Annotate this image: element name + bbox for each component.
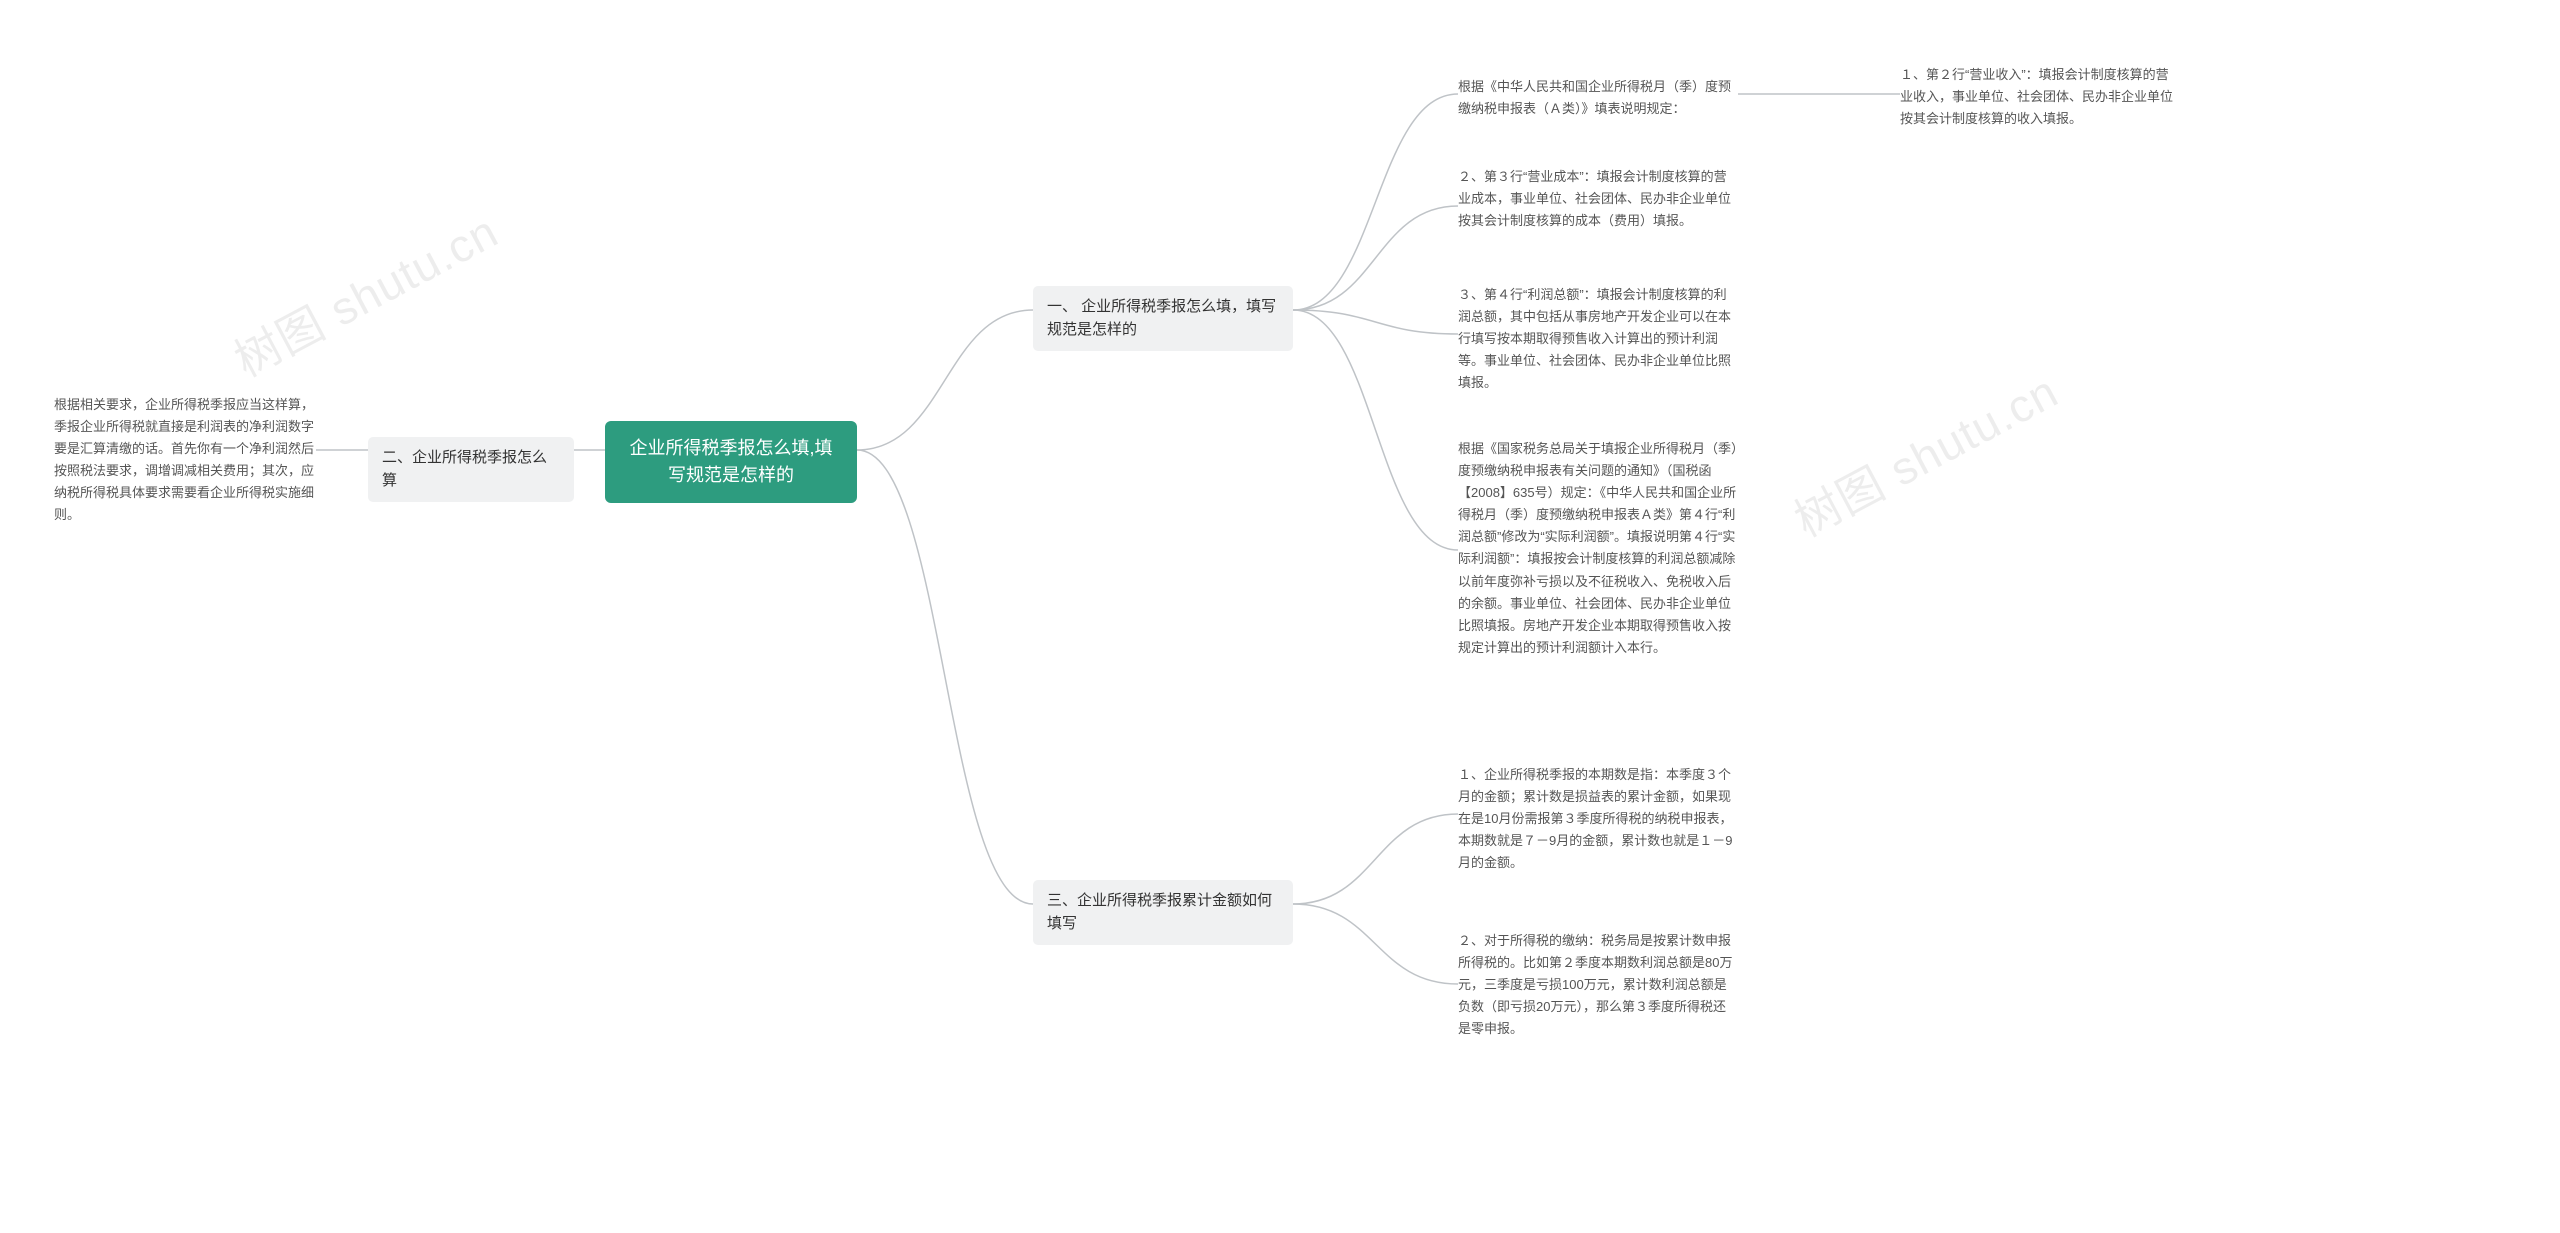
branch-3: 三、企业所得税季报累计金额如何填写: [1033, 880, 1293, 945]
branch-1-leaf-1: 根据《中华人民共和国企业所得税月（季）度预缴纳税申报表（Ａ类）》填表说明规定：: [1458, 76, 1738, 120]
branch-1-leaf-1-child: １、第２行“营业收入”：填报会计制度核算的营业收入，事业单位、社会团体、民办非企…: [1900, 64, 2180, 130]
branch-3-leaf-1: １、企业所得税季报的本期数是指：本季度３个月的金额；累计数是损益表的累计金额，如…: [1458, 764, 1738, 874]
branch-1: 一、 企业所得税季报怎么填，填写规范是怎样的: [1033, 286, 1293, 351]
watermark-2: 树图 shutu.cn: [1781, 356, 2068, 550]
branch-1-leaf-2: ２、第３行“营业成本”：填报会计制度核算的营业成本，事业单位、社会团体、民办非企…: [1458, 166, 1738, 232]
branch-1-leaf-3: ３、第４行“利润总额”：填报会计制度核算的利润总额，其中包括从事房地产开发企业可…: [1458, 284, 1738, 394]
connector-layer: [0, 0, 2560, 1233]
branch-1-leaf-4: 根据《国家税务总局关于填报企业所得税月（季）度预缴纳税申报表有关问题的通知》（国…: [1458, 438, 1738, 659]
branch-3-leaf-2: ２、对于所得税的缴纳：税务局是按累计数申报所得税的。比如第２季度本期数利润总额是…: [1458, 930, 1738, 1040]
branch-2: 二、企业所得税季报怎么算: [368, 437, 574, 502]
root-node: 企业所得税季报怎么填,填写规范是怎样的: [605, 421, 857, 503]
watermark-1: 树图 shutu.cn: [221, 196, 508, 390]
branch-2-leaf-1: 根据相关要求，企业所得税季报应当这样算，季报企业所得税就直接是利润表的净利润数字…: [54, 394, 316, 527]
